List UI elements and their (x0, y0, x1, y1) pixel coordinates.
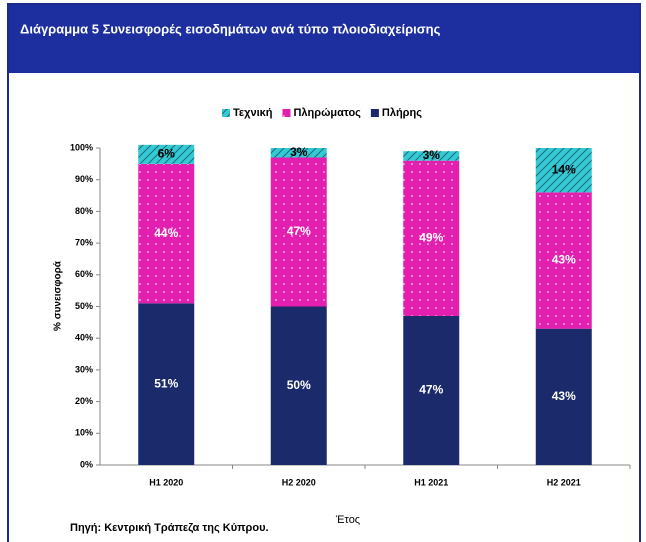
data-label: 44% (154, 226, 178, 240)
y-tick-label: 0% (80, 459, 93, 469)
y-tick-label: 40% (75, 333, 93, 343)
y-tick-label: 100% (70, 142, 93, 152)
legend-label: Τεχνική (233, 107, 273, 119)
data-label: 43% (552, 389, 576, 403)
bar-segment (535, 148, 592, 193)
y-tick-label: 50% (75, 301, 93, 311)
bar-segment (138, 163, 195, 304)
data-label: 14% (552, 162, 576, 176)
y-tick-label: 60% (75, 269, 93, 279)
x-axis-label: Έτος (335, 514, 360, 526)
legend-label: Πληρώματος (293, 107, 361, 119)
data-label: 3% (423, 148, 441, 162)
y-tick-label: 30% (75, 364, 93, 374)
bar-segment (403, 316, 460, 465)
y-tick-label: 70% (75, 237, 93, 247)
legend-swatch (222, 109, 230, 117)
data-label: 3% (290, 145, 308, 159)
bar-segment (535, 328, 592, 465)
x-tick-label: H1 2021 (414, 477, 448, 487)
data-label: 50% (287, 378, 311, 392)
bar-segment (138, 303, 195, 465)
legend-swatch (370, 109, 379, 117)
data-label: 47% (287, 224, 311, 238)
data-label: 6% (158, 147, 176, 161)
data-label: 47% (419, 383, 443, 397)
data-label: 51% (154, 376, 178, 390)
data-label: 49% (419, 231, 443, 245)
x-tick-label: H2 2021 (547, 477, 581, 487)
y-tick-label: 90% (75, 174, 93, 184)
y-tick-label: 20% (75, 396, 93, 406)
legend-label: Πλήρης (382, 107, 422, 119)
header-band (9, 5, 639, 73)
bar-segment (535, 192, 592, 329)
bar-segment (270, 148, 327, 158)
bar-segment (270, 306, 327, 465)
bar-segment (270, 157, 327, 307)
source-note: Πηγή: Κεντρική Τράπεζα της Κύπρου. (70, 522, 269, 534)
legend-swatch (282, 109, 291, 117)
bar-segment (403, 160, 460, 317)
x-tick-label: H1 2020 (149, 477, 183, 487)
bar-segment (138, 144, 195, 164)
data-label: 43% (552, 253, 576, 267)
y-tick-label: 80% (75, 206, 93, 216)
y-axis-label: % συνεισφορά (53, 260, 64, 331)
bar-segment (403, 151, 460, 161)
chart-title: Διάγραμμα 5 Συνεισφορές εισοδημάτων ανά … (20, 21, 441, 36)
x-tick-label: H2 2020 (282, 477, 316, 487)
y-tick-label: 10% (75, 428, 93, 438)
